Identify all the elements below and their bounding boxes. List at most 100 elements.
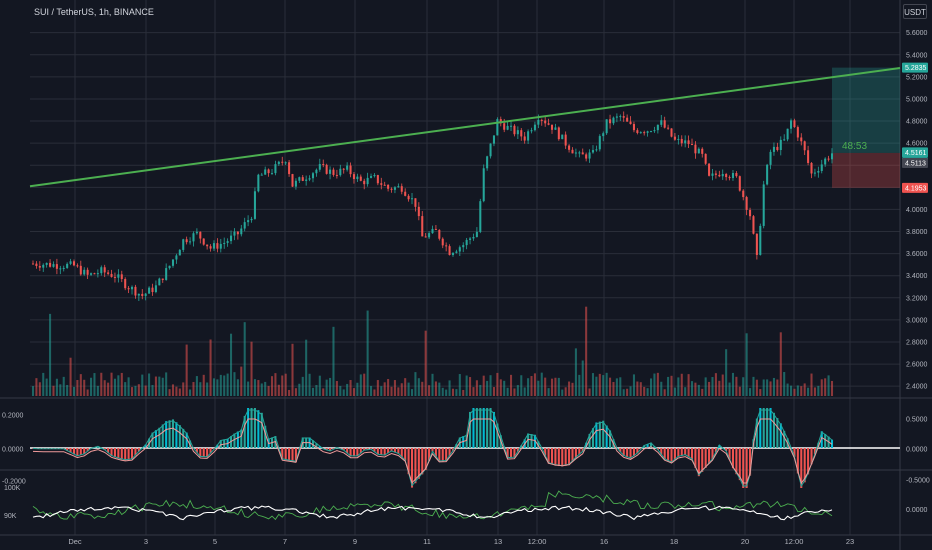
volume-bar [130, 387, 134, 396]
volume-bar [622, 389, 625, 396]
oscillator-tick: 0.0000 [906, 447, 928, 454]
volume-bar [752, 376, 755, 396]
volume-bar [510, 374, 513, 396]
oscillator-bar [585, 442, 588, 448]
oscillator-bar [363, 448, 366, 451]
volume-bar [714, 373, 717, 396]
candle [585, 154, 588, 159]
candle [127, 288, 130, 290]
time-axis[interactable]: Dec 3 5 7 9 11 13 12:00 16 18 20 12:00 23 [68, 537, 854, 546]
oscillator-bar [711, 448, 714, 460]
candle [824, 158, 827, 165]
candle [663, 120, 666, 128]
volume-bar [356, 382, 359, 396]
volume-bar [585, 306, 588, 396]
volume-bar [298, 383, 301, 396]
position-tool[interactable] [832, 67, 900, 188]
oscillator-bar [755, 418, 758, 448]
oscillator-bar [598, 421, 601, 448]
oscillator-bar [571, 448, 574, 462]
oscillator-bar [793, 448, 796, 457]
volume-bar [346, 383, 349, 396]
oscillator-bar [233, 433, 236, 448]
oscillator-bar [708, 448, 711, 464]
oscillator-bar [595, 422, 598, 448]
oscillator-bar [86, 448, 89, 452]
candle [544, 120, 547, 124]
oscillator-bar [677, 448, 680, 457]
currency-button[interactable]: USDT [903, 4, 927, 19]
volume-bar [325, 379, 328, 396]
candle [311, 173, 315, 179]
symbol-title[interactable]: SUI / TetherUS, 1h, BINANCE [34, 7, 154, 17]
price-tick: 5.4000 [906, 52, 928, 59]
volume-bar [769, 381, 772, 396]
candle [31, 263, 35, 265]
candle [677, 138, 680, 140]
oscillator-bar [250, 408, 253, 448]
volume-bar [117, 375, 120, 396]
candle [274, 164, 277, 174]
volume-bar [609, 377, 612, 396]
volume-bar [499, 379, 502, 396]
candle [776, 146, 779, 151]
oscillator-bar [390, 448, 393, 452]
candle [581, 152, 584, 155]
oscillator-bar [236, 431, 239, 448]
oscillator-bar [206, 448, 209, 458]
oscillator-bar [281, 448, 284, 460]
oscillator-bar [103, 448, 106, 450]
candle [400, 186, 403, 192]
oscillator-bar [557, 448, 560, 467]
candle [165, 268, 168, 280]
bottom-indicator-panel [32, 490, 833, 521]
volume-bar [428, 385, 431, 396]
volume-bar [38, 382, 41, 396]
volume-bar [404, 378, 407, 396]
stop-zone [832, 152, 900, 188]
oscillator-bar [690, 448, 694, 460]
volume-bar [574, 348, 577, 396]
candle [779, 139, 782, 151]
candle [503, 123, 506, 130]
trendline[interactable] [29, 67, 901, 188]
candle [745, 197, 748, 210]
volume-bar [202, 374, 205, 396]
candle [629, 121, 632, 125]
oscillator-bar [544, 448, 547, 456]
candle [124, 279, 127, 289]
candle [482, 168, 485, 202]
time-tick: 12:00 [785, 537, 804, 546]
volume-bar [407, 382, 410, 396]
volume-bar [410, 389, 414, 396]
volume-bar [185, 344, 188, 396]
oscillator-bar [766, 408, 769, 448]
candle [202, 238, 205, 245]
volume-bar [653, 373, 656, 396]
volume-bar [199, 382, 202, 396]
oscillator-bar [219, 440, 222, 448]
price-tick: 2.6000 [906, 362, 928, 369]
candle [680, 138, 683, 144]
oscillator-bar [469, 411, 472, 448]
candle [223, 242, 226, 244]
candle [622, 116, 625, 118]
candle [226, 241, 229, 243]
volume-bar [783, 372, 786, 396]
oscillator-bar [694, 448, 697, 468]
oscillator-bar [130, 448, 134, 460]
volume-bar [544, 377, 547, 396]
volume-bar [376, 380, 379, 396]
volume-bar [182, 382, 185, 396]
oscillator-bar [373, 448, 376, 452]
volume-bar [656, 372, 659, 396]
candle [59, 268, 62, 270]
volume-bar [615, 378, 618, 396]
oscillator-bar [670, 448, 673, 463]
candle [117, 274, 120, 278]
volume-bar [393, 380, 396, 396]
volume-bar [667, 376, 670, 396]
oscillator-bar [342, 448, 345, 451]
candle [393, 187, 396, 190]
